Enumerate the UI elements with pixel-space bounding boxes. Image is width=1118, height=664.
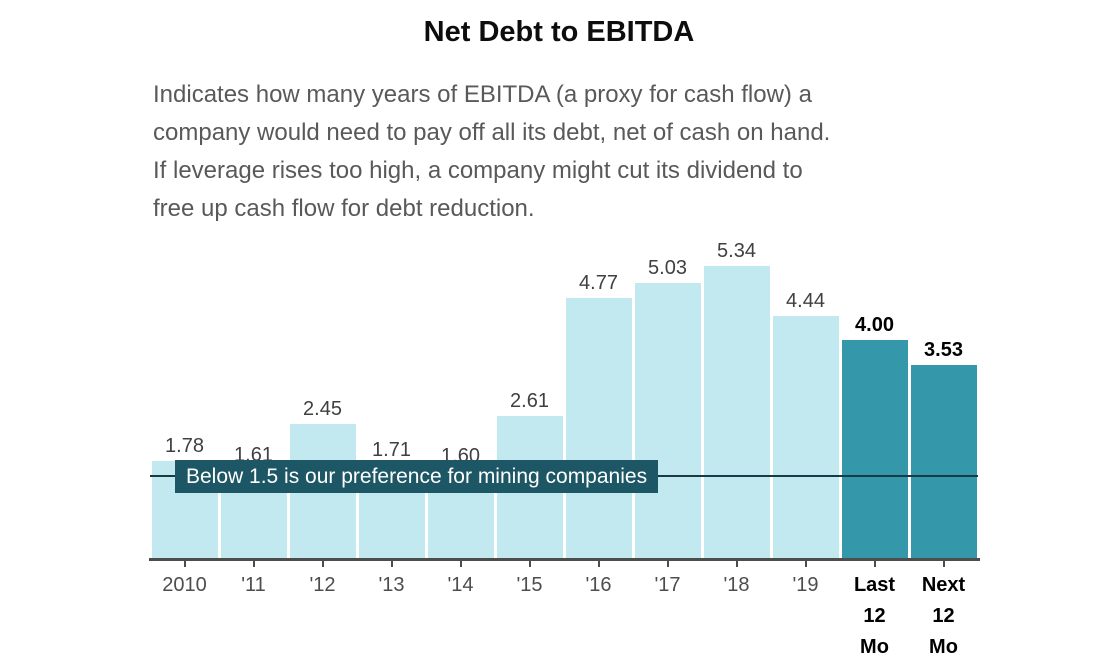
bar-slot: 5.03 bbox=[633, 240, 702, 558]
description-line: Indicates how many years of EBITDA (a pr… bbox=[153, 81, 812, 108]
bar-value-label: 4.77 bbox=[579, 271, 618, 294]
x-axis-tick bbox=[873, 558, 876, 567]
x-axis-tick bbox=[804, 558, 807, 567]
description-line: If leverage rises too high, a company mi… bbox=[153, 157, 803, 184]
x-axis-label: '16 bbox=[585, 574, 612, 596]
bar-value-label: 3.53 bbox=[924, 339, 963, 362]
bar-slot: 1.71 bbox=[357, 240, 426, 558]
x-axis-tick bbox=[735, 558, 738, 567]
x-axis-line bbox=[149, 558, 980, 561]
x-axis-tick bbox=[183, 558, 186, 567]
x-axis-label: '13 bbox=[378, 574, 405, 596]
bar-slot: 3.53 bbox=[909, 240, 978, 558]
x-axis-label: Last 12 Mo bbox=[853, 574, 896, 658]
bar-slot: 2.45 bbox=[288, 240, 357, 558]
description: Indicates how many years of EBITDA (a pr… bbox=[153, 76, 830, 228]
x-axis-tick bbox=[666, 558, 669, 567]
page-title: Net Debt to EBITDA bbox=[423, 16, 695, 48]
bar: 4.77 bbox=[565, 272, 632, 558]
x-axis-label: '17 bbox=[654, 574, 681, 596]
x-axis-tick bbox=[597, 558, 600, 567]
bar-slot: 1.78 bbox=[150, 240, 219, 558]
x-axis-tick bbox=[321, 558, 324, 567]
bars-container: 1.78 1.61 2.45 1.71 1.60 2.61 4.77 5.03 5.34 4.44… bbox=[150, 240, 978, 558]
x-axis-tick bbox=[252, 558, 255, 567]
x-axis-label: '18 bbox=[723, 574, 750, 596]
bar: 3.53 bbox=[910, 339, 977, 558]
bar-value-label: 1.71 bbox=[372, 438, 411, 461]
x-axis-label: '11 bbox=[241, 574, 266, 596]
bar-slot: 4.44 bbox=[771, 240, 840, 558]
x-axis-tick bbox=[459, 558, 462, 567]
bar-value-label: 4.00 bbox=[855, 313, 894, 336]
bar-slot: 5.34 bbox=[702, 240, 771, 558]
bar-slot: 1.61 bbox=[219, 240, 288, 558]
x-axis-label: '12 bbox=[309, 574, 336, 596]
bar-value-label: 5.03 bbox=[648, 257, 687, 280]
x-axis-label: '15 bbox=[516, 574, 543, 596]
bar-value-label: 4.44 bbox=[786, 289, 825, 312]
description-line: free up cash flow for debt reduction. bbox=[153, 195, 535, 222]
x-axis-label: '19 bbox=[792, 574, 819, 596]
bar: 5.03 bbox=[634, 257, 701, 558]
bar: 5.34 bbox=[703, 240, 770, 558]
description-line: company would need to pay off all its de… bbox=[153, 119, 831, 146]
bar-slot: 4.00 bbox=[840, 240, 909, 558]
x-axis-tick bbox=[390, 558, 393, 567]
bar-slot: 1.60 bbox=[426, 240, 495, 558]
bar: 4.44 bbox=[772, 290, 839, 558]
x-axis-tick bbox=[942, 558, 945, 567]
bar-slot: 4.77 bbox=[564, 240, 633, 558]
x-axis-label: Next 12 Mo bbox=[921, 574, 966, 658]
bar: 4.00 bbox=[841, 314, 908, 558]
bar-value-label: 2.45 bbox=[303, 398, 342, 421]
bar-chart: 1.78 1.61 2.45 1.71 1.60 2.61 4.77 5.03 5.34 4.44… bbox=[149, 240, 980, 658]
x-axis-label: '14 bbox=[447, 574, 474, 596]
bar-value-label: 1.78 bbox=[165, 434, 204, 457]
bar-slot: 2.61 bbox=[495, 240, 564, 558]
reference-annotation: Below 1.5 is our preference for mining c… bbox=[175, 459, 659, 493]
x-axis-tick bbox=[528, 558, 531, 567]
bar-value-label: 5.34 bbox=[717, 240, 756, 263]
x-axis-label: 2010 bbox=[162, 574, 207, 596]
bar-value-label: 2.61 bbox=[510, 389, 549, 412]
